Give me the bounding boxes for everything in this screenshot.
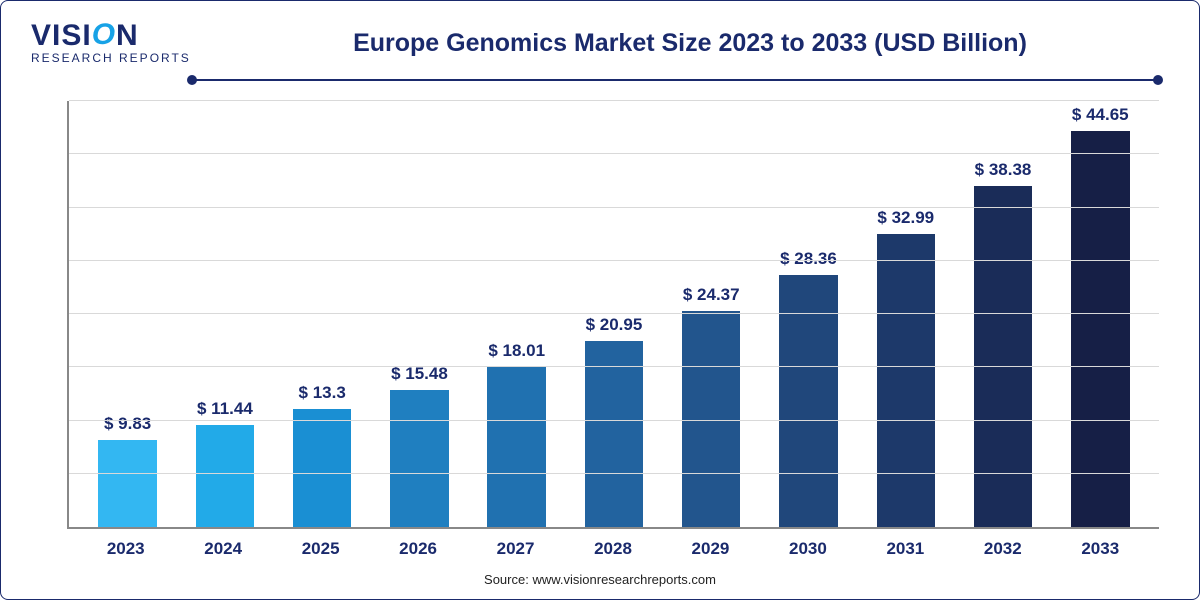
title-underline	[191, 75, 1159, 85]
grid-line	[69, 366, 1159, 367]
underline-line	[191, 79, 1159, 81]
x-axis-label: 2033	[1052, 539, 1149, 559]
bar-slot: $ 32.99	[857, 101, 954, 527]
x-axis-label: 2031	[857, 539, 954, 559]
bar	[974, 186, 1033, 527]
x-axis-label: 2030	[759, 539, 856, 559]
bar-slot: $ 11.44	[176, 101, 273, 527]
x-axis-label: 2029	[662, 539, 759, 559]
header: VISION RESEARCH REPORTS Europe Genomics …	[1, 1, 1199, 71]
bar	[1071, 131, 1130, 527]
bar-value-label: $ 24.37	[683, 285, 740, 305]
x-axis-label: 2024	[174, 539, 271, 559]
bar-value-label: $ 13.3	[299, 383, 346, 403]
bar-slot: $ 18.01	[468, 101, 565, 527]
bars-container: $ 9.83 $ 11.44 $ 13.3 $ 15.48 $ 18.01 $ 20.95…	[69, 101, 1159, 527]
bar-slot: $ 38.38	[954, 101, 1051, 527]
bar	[98, 440, 157, 527]
logo-wordmark: VISION	[31, 22, 211, 49]
x-axis-label: 2026	[369, 539, 466, 559]
bar	[585, 341, 644, 527]
grid-line	[69, 260, 1159, 261]
logo-text-right: N	[116, 19, 139, 52]
source-caption: Source: www.visionresearchreports.com	[1, 572, 1199, 587]
bar-value-label: $ 38.38	[975, 160, 1032, 180]
bar	[293, 409, 352, 527]
bar-slot: $ 20.95	[565, 101, 662, 527]
bar-slot: $ 28.36	[760, 101, 857, 527]
grid-line	[69, 100, 1159, 101]
bar-value-label: $ 11.44	[197, 399, 253, 419]
chart-title: Europe Genomics Market Size 2023 to 2033…	[211, 29, 1169, 58]
bar-slot: $ 24.37	[663, 101, 760, 527]
bar	[877, 234, 936, 527]
bar-value-label: $ 32.99	[877, 208, 934, 228]
grid-line	[69, 420, 1159, 421]
x-axis-labels: 2023202420252026202720282029203020312032…	[67, 539, 1159, 559]
bar-slot: $ 15.48	[371, 101, 468, 527]
bar	[390, 390, 449, 527]
x-axis-label: 2028	[564, 539, 661, 559]
underline-dot-right-icon	[1153, 75, 1163, 85]
bar-value-label: $ 18.01	[488, 341, 545, 361]
grid-line	[69, 313, 1159, 314]
chart-frame: VISION RESEARCH REPORTS Europe Genomics …	[0, 0, 1200, 600]
grid-line	[69, 153, 1159, 154]
bar-slot: $ 44.65	[1052, 101, 1149, 527]
x-axis-label: 2025	[272, 539, 369, 559]
grid-line	[69, 473, 1159, 474]
x-axis-label: 2023	[77, 539, 174, 559]
grid-line	[69, 207, 1159, 208]
logo-text-left: VISI	[31, 19, 92, 52]
bar-slot: $ 9.83	[79, 101, 176, 527]
x-axis-label: 2032	[954, 539, 1051, 559]
bar-value-label: $ 9.83	[104, 414, 151, 434]
logo-accent-o-icon: O	[92, 21, 116, 48]
logo: VISION RESEARCH REPORTS	[31, 22, 211, 65]
underline-dot-left-icon	[187, 75, 197, 85]
bar-slot: $ 13.3	[274, 101, 371, 527]
bar	[487, 367, 546, 527]
bar-value-label: $ 20.95	[586, 315, 643, 335]
plot-area: $ 9.83 $ 11.44 $ 13.3 $ 15.48 $ 18.01 $ 20.95…	[67, 101, 1159, 529]
bar-value-label: $ 44.65	[1072, 105, 1129, 125]
x-axis-label: 2027	[467, 539, 564, 559]
title-container: Europe Genomics Market Size 2023 to 2033…	[211, 29, 1169, 58]
logo-subtitle: RESEARCH REPORTS	[31, 51, 211, 65]
bar	[196, 425, 255, 527]
